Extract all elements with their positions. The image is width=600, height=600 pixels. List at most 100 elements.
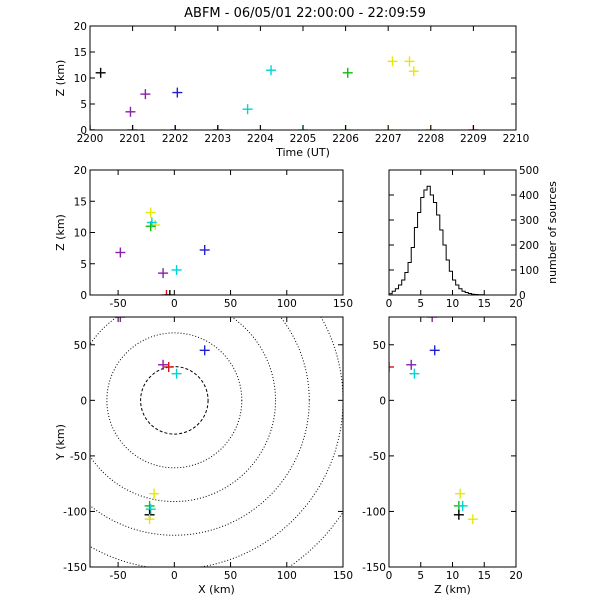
range-ring [90,317,343,567]
data-point [146,217,157,228]
data-point [429,345,440,356]
x-tick-label: 50 [224,298,237,310]
x-tick-label: 2210 [503,133,530,145]
plot-frame [89,316,344,568]
y-tick-label: -150 [63,562,87,574]
x-tick-label: 2205 [290,133,317,145]
data-point [171,368,182,379]
data-point [158,359,169,370]
plot-frame [89,169,344,296]
range-ring [140,366,209,435]
x-tick-label: 150 [333,570,353,582]
panel-z_y: 0 5 10 15 20 -150 -100 -50 0 50 Z (km) [362,316,523,596]
data-point [266,65,277,76]
y-tick-label: 20 [74,21,87,33]
data-point [115,317,126,322]
plot-frame [388,316,517,568]
data-point [342,67,353,78]
y-tick-label: -50 [70,451,87,463]
x-tick-label: 0 [386,298,393,310]
data-point [158,268,169,279]
data-point [140,89,151,100]
x-tick-label: 100 [277,570,297,582]
y-tick-label: -150 [362,562,386,574]
x-tick-label: 2204 [247,133,274,145]
x-tick-label: -50 [110,570,127,582]
y-tick-label: 0 [80,125,87,137]
x-tick-label: 0 [171,298,178,310]
data-point [408,66,419,77]
x-tick-label: 0 [386,570,393,582]
data-point [387,56,398,67]
x-axis-title: Z (km) [434,583,471,596]
data-point [171,265,182,275]
range-ring [90,317,310,536]
y-axis-title: number of sources [546,181,559,284]
y-tick-label: 10 [74,228,87,240]
x-tick-label: 2206 [332,133,359,145]
x-tick-label: 20 [509,570,522,582]
y-tick-label: 5 [80,259,87,271]
range-ring [288,511,343,567]
x-tick-label: 2200 [77,133,104,145]
data-point [125,106,136,117]
data-point [242,104,253,115]
data-point [453,509,464,520]
plot-area [389,317,478,525]
x-tick-label: 5 [417,570,424,582]
x-tick-label: 15 [478,570,491,582]
y-tick-label: 5 [80,99,87,111]
x-tick-label: 5 [417,298,424,310]
data-point [455,488,466,499]
data-point [163,362,174,372]
data-point [164,290,175,295]
y-tick-label: -100 [362,506,386,518]
y-tick-label: 15 [74,196,87,208]
x-tick-label: 0 [171,570,178,582]
y-tick-label: 100 [519,265,539,277]
x-tick-label: 2209 [460,133,487,145]
y-tick-label: 0 [80,290,87,302]
data-point [144,514,155,525]
panel-time_height: 2200 2201 2202 2203 2204 2205 2206 2207 2208 2209… [54,21,529,159]
y-axis-title: Z (km) [54,60,67,97]
y-tick-label: 500 [519,165,539,177]
x-tick-label: 10 [446,570,459,582]
x-axis-title: Time (UT) [275,146,330,159]
y-tick-label: 0 [80,395,87,407]
x-axis-title: X (km) [198,583,235,596]
data-point [95,67,106,78]
y-tick-label: 50 [373,340,386,352]
data-point [145,504,156,515]
x-tick-label: 50 [224,570,237,582]
y-tick-label: 300 [519,215,539,227]
data-point [457,500,468,511]
figure-title: ABFM - 06/05/01 22:00:00 - 22:09:59 [184,6,426,21]
y-tick-label: 400 [519,190,539,202]
y-tick-label: 200 [519,240,539,252]
plot-area [90,317,343,567]
data-point [406,359,417,370]
x-tick-label: 150 [333,298,353,310]
y-tick-label: 20 [74,165,87,177]
data-point [145,207,156,218]
x-tick-label: 2201 [119,133,146,145]
x-tick-label: 2207 [375,133,402,145]
y-axis-title: Z (km) [54,214,67,251]
y-tick-label: 15 [74,47,87,59]
y-tick-label: -100 [63,506,87,518]
y-tick-label: 10 [74,73,87,85]
data-point [467,514,478,525]
x-tick-label: -50 [110,298,127,310]
y-tick-label: 0 [519,290,526,302]
histogram-steps [389,185,516,295]
plot-frame [89,25,517,131]
plot-area [90,56,479,130]
data-point [115,247,126,258]
x-tick-label: 2203 [204,133,231,145]
plot-area [115,207,210,295]
data-point [199,245,210,255]
